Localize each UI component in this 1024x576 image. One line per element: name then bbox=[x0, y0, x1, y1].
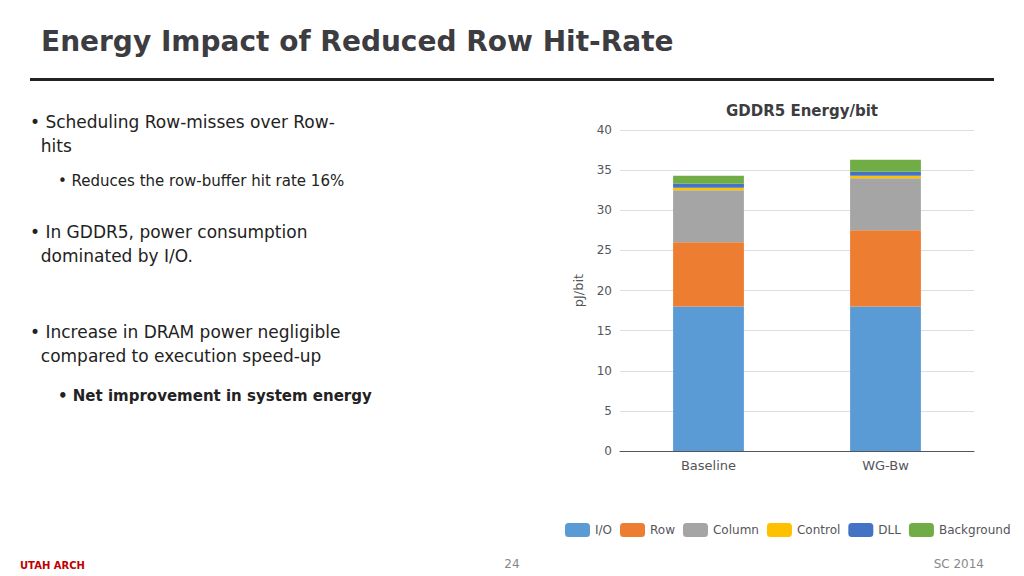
svg-text:• Scheduling Row-misses over R: • Scheduling Row-misses over Row- bbox=[30, 112, 335, 132]
svg-text:• Reduces the row-buffer hit r: • Reduces the row-buffer hit rate 16% bbox=[58, 172, 344, 190]
svg-text:Baseline: Baseline bbox=[681, 458, 736, 473]
svg-text:I/O: I/O bbox=[595, 523, 612, 537]
svg-text:dominated by I/O.: dominated by I/O. bbox=[30, 246, 193, 266]
svg-text:compared to execution speed-up: compared to execution speed-up bbox=[30, 346, 321, 366]
svg-text:Energy Impact of Reduced Row H: Energy Impact of Reduced Row Hit-Rate bbox=[41, 25, 674, 58]
svg-text:Background: Background bbox=[939, 523, 1011, 537]
svg-text:5: 5 bbox=[604, 404, 612, 418]
svg-text:30: 30 bbox=[597, 203, 612, 217]
svg-text:20: 20 bbox=[597, 284, 612, 298]
svg-text:0: 0 bbox=[604, 444, 612, 458]
svg-text:Row: Row bbox=[650, 523, 675, 537]
svg-text:25: 25 bbox=[597, 243, 612, 257]
svg-text:pJ/bit: pJ/bit bbox=[571, 274, 586, 307]
svg-text:Control: Control bbox=[797, 523, 840, 537]
svg-text:UTAH ARCH: UTAH ARCH bbox=[20, 560, 85, 571]
svg-text:SC 2014: SC 2014 bbox=[934, 557, 984, 571]
svg-text:• In GDDR5, power consumption: • In GDDR5, power consumption bbox=[30, 222, 307, 242]
svg-text:WG-Bw: WG-Bw bbox=[862, 458, 909, 473]
svg-text:GDDR5 Energy/bit: GDDR5 Energy/bit bbox=[726, 102, 878, 120]
svg-text:15: 15 bbox=[597, 324, 612, 338]
svg-text:10: 10 bbox=[597, 364, 612, 378]
svg-text:24: 24 bbox=[504, 557, 519, 571]
svg-text:Column: Column bbox=[713, 523, 759, 537]
svg-text:40: 40 bbox=[597, 123, 612, 137]
svg-text:• Increase in DRAM power negli: • Increase in DRAM power negligible bbox=[30, 322, 341, 342]
svg-text:• Net improvement in system en: • Net improvement in system energy bbox=[58, 387, 372, 405]
svg-text:DLL: DLL bbox=[878, 523, 901, 537]
svg-text:35: 35 bbox=[597, 163, 612, 177]
svg-text:hits: hits bbox=[30, 136, 72, 156]
